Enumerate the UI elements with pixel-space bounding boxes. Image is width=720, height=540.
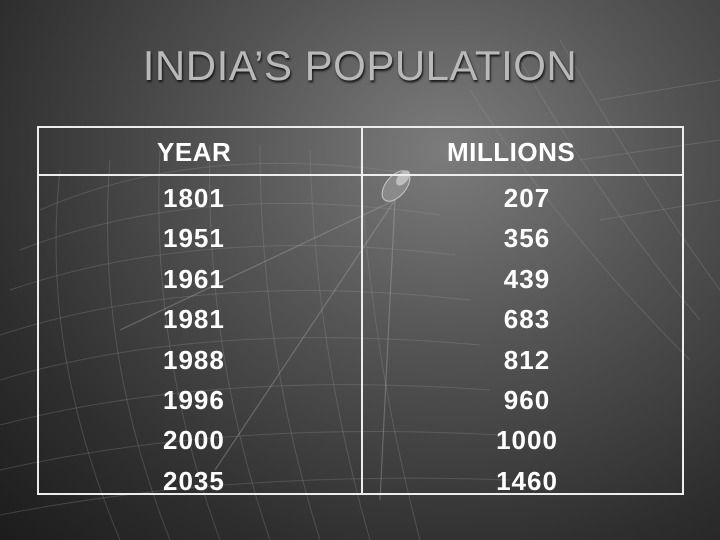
millions-cell: 439 <box>503 263 551 294</box>
year-cell: 2000 <box>163 425 225 456</box>
millions-cell: 1460 <box>496 465 558 496</box>
millions-column: 207 356 439 683 812 960 1000 1460 <box>487 178 567 501</box>
millions-cell: 356 <box>503 223 551 254</box>
millions-cell: 207 <box>503 183 551 213</box>
population-table: YEAR MILLIONS 1801 1951 1961 1981 1988 1… <box>37 126 684 496</box>
millions-cell: 960 <box>503 384 551 415</box>
year-cell: 1996 <box>163 384 225 415</box>
year-cell: 2035 <box>163 465 225 496</box>
year-cell: 1988 <box>163 344 225 375</box>
column-divider <box>361 128 363 493</box>
millions-column-header: MILLIONS <box>447 137 576 167</box>
millions-cell: 1000 <box>496 425 558 456</box>
year-column: 1801 1951 1961 1981 1988 1996 2000 2035 <box>163 178 225 501</box>
year-cell: 1801 <box>163 183 225 213</box>
millions-cell: 812 <box>503 344 551 375</box>
year-cell: 1981 <box>163 304 225 335</box>
slide-title: INDIA’S POPULATION <box>142 42 578 89</box>
year-cell: 1961 <box>163 263 225 294</box>
header-divider <box>39 174 682 176</box>
year-column-header: YEAR <box>157 137 232 167</box>
year-cell: 1951 <box>163 223 225 254</box>
millions-cell: 683 <box>503 304 551 335</box>
